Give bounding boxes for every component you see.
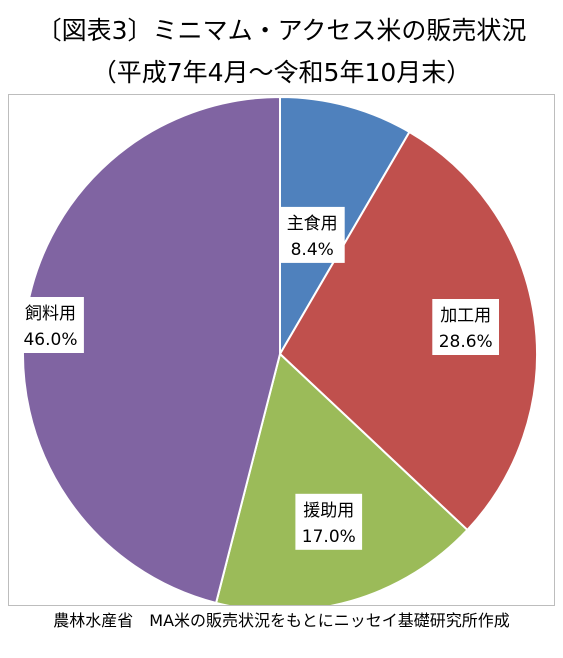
slice-value-label: 28.6% [439,332,493,352]
slice-value-label: 17.0% [302,527,356,547]
chart-title: 〔図表3〕ミニマム・アクセス米の販売状況 [36,16,527,45]
slice-category-label: 飼料用 [25,304,76,324]
slice-processing [278,130,538,532]
label-processing: 加工用 28.6% [432,299,499,355]
label-aid: 援助用 17.0% [295,493,363,550]
slice-value-label: 46.0% [23,330,77,350]
slice-category-label: 主食用 [287,214,338,234]
label-feed: 飼料用 46.0% [17,297,84,353]
source-note: 農林水産省 MA米の販売状況をもとにニッセイ基礎研究所作成 [53,611,510,630]
label-box [432,299,499,355]
slice-category-label: 援助用 [303,501,354,521]
slice-category-label: 加工用 [440,306,491,326]
label-box [279,206,345,263]
pie-chart: 主食用 8.4% 加工用 28.6% 援助用 17.0% 飼料用 46.0% [17,95,538,605]
label-box [295,493,363,550]
chart-subtitle: （平成7年4月～令和5年10月末） [91,58,472,87]
label-box [17,297,84,353]
slice-staple-food [279,95,411,358]
slice-value-label: 8.4% [291,240,334,260]
slice-aid [214,352,469,605]
label-staple-food: 主食用 8.4% [279,206,345,263]
plot-area: 主食用 8.4% 加工用 28.6% 援助用 17.0% 飼料用 46.0% [8,94,555,606]
